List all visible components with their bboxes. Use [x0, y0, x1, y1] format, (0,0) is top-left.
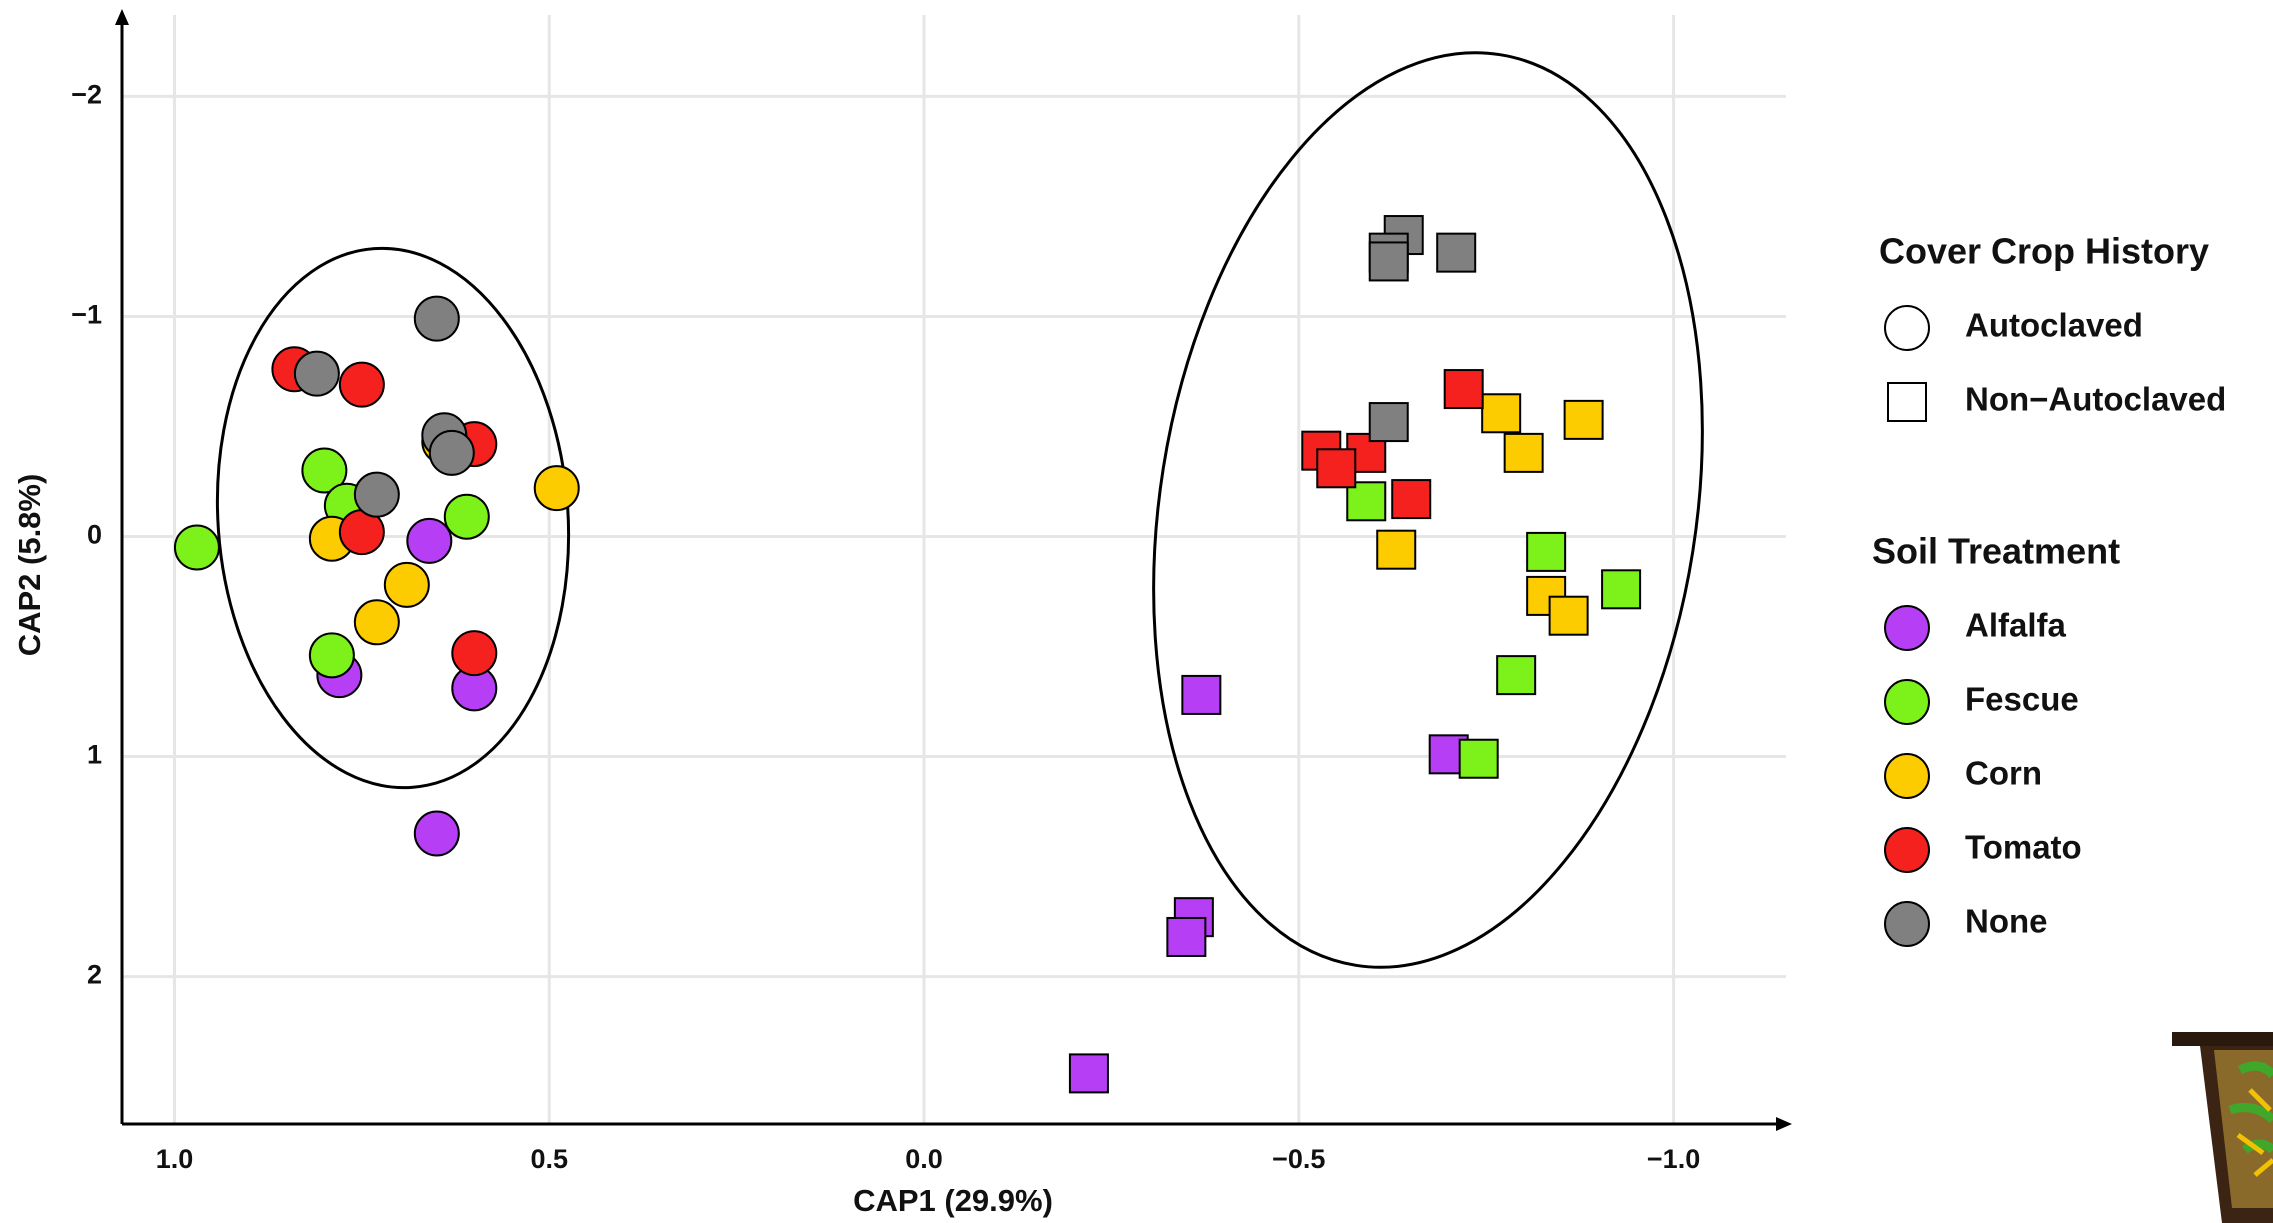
legend-swatch [1884, 679, 1930, 725]
point [1316, 448, 1357, 489]
point [1481, 393, 1522, 434]
point [338, 361, 385, 408]
y-axis-arrow [115, 9, 129, 25]
legend-label: Non−Autoclaved [1965, 381, 2226, 418]
point [451, 630, 498, 677]
point [1166, 916, 1207, 957]
point [308, 632, 355, 679]
point [1068, 1053, 1109, 1094]
point [533, 465, 580, 512]
point [1526, 531, 1567, 572]
point [1443, 369, 1484, 410]
x-tick-label: 1.0 [156, 1144, 194, 1174]
legend-swatch [1887, 382, 1927, 422]
y-tick-label: 0 [87, 520, 102, 550]
points [173, 215, 1642, 1094]
legend-swatch [1884, 753, 1930, 799]
point [443, 493, 490, 540]
y-tick-label: 2 [87, 960, 102, 990]
y-tick-label: −2 [71, 80, 102, 110]
point [1601, 569, 1642, 610]
point [413, 810, 460, 857]
point [1436, 232, 1477, 273]
x-tick-label: 0.5 [530, 1144, 568, 1174]
cluster-ellipse [215, 246, 571, 790]
legend-label: Tomato [1965, 829, 2082, 866]
y-axis-title: CAP2 (5.8%) [12, 474, 47, 657]
y-tick-label: −1 [71, 300, 102, 330]
point [1548, 595, 1589, 636]
point [1376, 529, 1417, 570]
point [301, 447, 348, 494]
legend-title: Soil Treatment [1872, 531, 2120, 572]
point [406, 517, 453, 564]
x-tick-label: −0.5 [1272, 1144, 1325, 1174]
legend-swatch [1884, 901, 1930, 947]
x-tick-label: 0.0 [905, 1144, 943, 1174]
legend-swatch [1884, 305, 1930, 351]
point [173, 524, 220, 571]
legend-label: Autoclaved [1965, 307, 2143, 344]
logo [2172, 1032, 2273, 1223]
point [353, 471, 400, 518]
point [1391, 479, 1432, 520]
point [1368, 402, 1409, 443]
point [293, 350, 340, 397]
point [1458, 738, 1499, 779]
point [428, 429, 475, 476]
legend-swatch [1884, 827, 1930, 873]
point [383, 561, 430, 608]
x-axis-arrow [1776, 1117, 1792, 1131]
y-tick-label: 1 [87, 740, 102, 770]
legend: Cover Crop History Autoclaved Non−Autoclav… [1872, 231, 2226, 947]
point [1368, 241, 1409, 282]
legend-label: Fescue [1965, 681, 2079, 718]
legend-label: Corn [1965, 755, 2042, 792]
cluster-ellipse [1152, 51, 1704, 969]
legend-label: None [1965, 903, 2048, 940]
point [1503, 432, 1544, 473]
legend-title: Cover Crop History [1879, 231, 2209, 272]
x-axis-title: CAP1 (29.9%) [853, 1183, 1053, 1218]
x-tick-label: −1.0 [1647, 1144, 1700, 1174]
grid [122, 15, 1786, 1124]
point [1563, 399, 1604, 440]
point [1346, 481, 1387, 522]
point [413, 295, 460, 342]
point [353, 599, 400, 646]
legend-swatch [1884, 605, 1930, 651]
point [1181, 674, 1222, 715]
point [1496, 655, 1537, 696]
legend-label: Alfalfa [1965, 607, 2067, 644]
